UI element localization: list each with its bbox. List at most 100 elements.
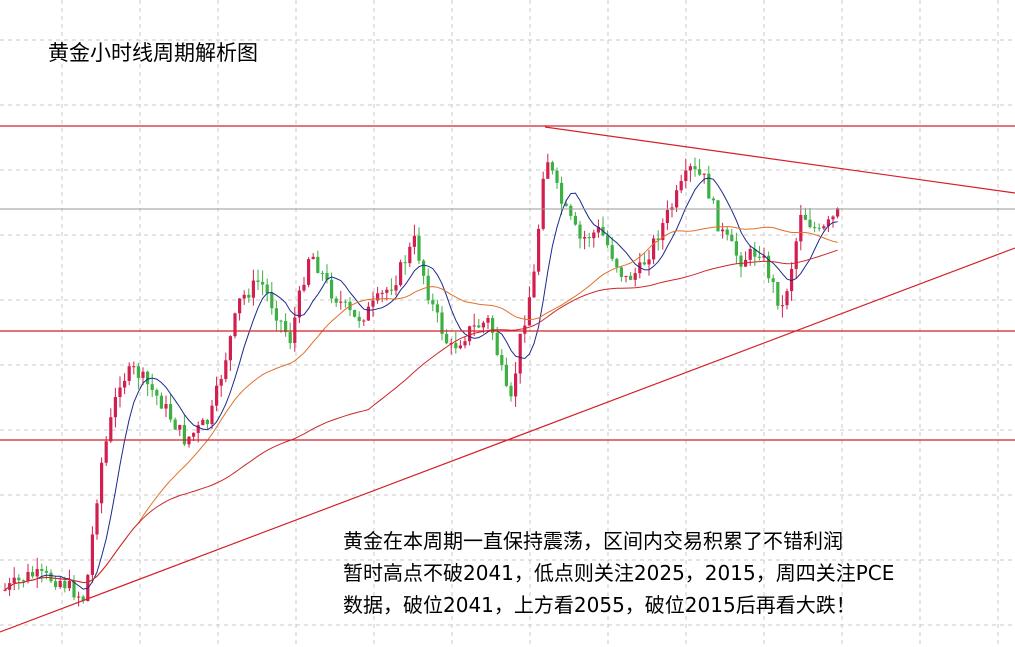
candle-body <box>822 226 826 229</box>
candle-body <box>49 572 53 582</box>
candle-body <box>463 341 467 346</box>
candle-body <box>247 294 251 298</box>
candle-body <box>288 332 292 344</box>
candle-body <box>320 272 324 274</box>
candle-body <box>688 166 692 171</box>
candle-body <box>610 245 614 259</box>
candle-body <box>615 258 619 268</box>
candle-body <box>813 227 817 229</box>
candle-body <box>776 281 780 306</box>
candle-body <box>748 248 752 260</box>
candle-body <box>495 332 499 355</box>
candle-body <box>527 297 531 326</box>
candle-body <box>550 162 554 171</box>
moving-averages <box>4 177 838 591</box>
trend-line-lower <box>0 247 1015 633</box>
chart-title: 黄金小时线周期解析图 <box>48 41 258 65</box>
candle-body <box>624 275 628 277</box>
candle-body <box>224 360 228 380</box>
candle-body <box>578 224 582 239</box>
candle-body <box>684 170 688 182</box>
candle-body <box>537 228 541 272</box>
candle-body <box>54 581 58 588</box>
candle-body <box>353 310 357 317</box>
candle-body <box>90 534 94 575</box>
candle-body <box>35 569 39 577</box>
candle-body <box>445 333 449 344</box>
candle-body <box>477 325 481 328</box>
candle-body <box>730 234 734 242</box>
annotation-line: 黄金在本周期一直保持震荡，区间内交易积累了不错利润 <box>343 529 843 553</box>
candle-body <box>274 308 278 321</box>
candle-body <box>58 580 62 588</box>
candle-body <box>780 305 784 307</box>
candle-body <box>302 284 306 291</box>
candle-body <box>472 325 476 327</box>
candle-body <box>182 424 186 445</box>
candle-body <box>21 580 25 582</box>
candle-body <box>173 419 177 430</box>
candle-body <box>17 577 21 581</box>
candle-body <box>546 162 550 179</box>
candle-body <box>817 227 821 229</box>
candle-body <box>201 419 205 426</box>
candle-body <box>514 373 518 397</box>
candle-body <box>81 596 85 602</box>
candle-body <box>790 268 794 292</box>
candle-body <box>491 317 495 333</box>
candle-body <box>63 580 67 589</box>
candle-body <box>150 384 154 390</box>
moving-average <box>4 249 838 591</box>
candle-body <box>702 173 706 175</box>
candle-body <box>587 237 591 239</box>
candle-body <box>215 385 219 406</box>
candle-body <box>799 215 803 242</box>
candle-body <box>836 208 840 217</box>
candle-body <box>532 271 536 298</box>
candle-body <box>431 300 435 305</box>
candle-body <box>500 354 504 366</box>
candle-body <box>642 262 646 265</box>
candle-body <box>422 260 426 276</box>
candle-body <box>573 215 577 225</box>
candle-body <box>136 366 140 378</box>
candle-body <box>665 209 669 224</box>
candle-body <box>334 298 338 303</box>
candle-body <box>210 405 214 425</box>
candle-body <box>311 256 315 260</box>
candle-body <box>123 380 127 388</box>
candle-body <box>159 395 163 409</box>
candle-body <box>155 389 159 396</box>
annotation-line: 数据，破位2041，上方看2055，破位2015后再看大跌！ <box>343 593 856 617</box>
candle-body <box>435 304 439 313</box>
candle-body <box>251 280 255 298</box>
candle-body <box>481 322 485 328</box>
candle-body <box>523 325 527 334</box>
candle-body <box>454 343 458 349</box>
candle-body <box>293 317 297 344</box>
candle-body <box>417 235 421 261</box>
candle-body <box>426 275 430 301</box>
candle-body <box>716 200 720 232</box>
candle-body <box>785 291 789 306</box>
candle-body <box>541 178 545 229</box>
candle-body <box>757 256 761 258</box>
candle-body <box>560 182 564 204</box>
candle-body <box>675 190 679 208</box>
candle-body <box>619 267 623 277</box>
candle-body <box>343 301 347 303</box>
candle-body <box>256 280 260 282</box>
candle-body <box>242 294 246 299</box>
candle-body <box>205 419 209 425</box>
annotation-line: 暂时高点不破2041，低点则关注2025，2015，周四关注PCE <box>343 561 894 585</box>
candle-body <box>238 298 242 314</box>
trend-line-upper <box>544 126 1015 194</box>
candle-body <box>307 259 311 285</box>
candle-body <box>711 198 715 201</box>
candle-body <box>661 223 665 241</box>
candle-body <box>808 219 812 228</box>
candle-body <box>366 306 370 321</box>
candle-body <box>831 216 835 220</box>
